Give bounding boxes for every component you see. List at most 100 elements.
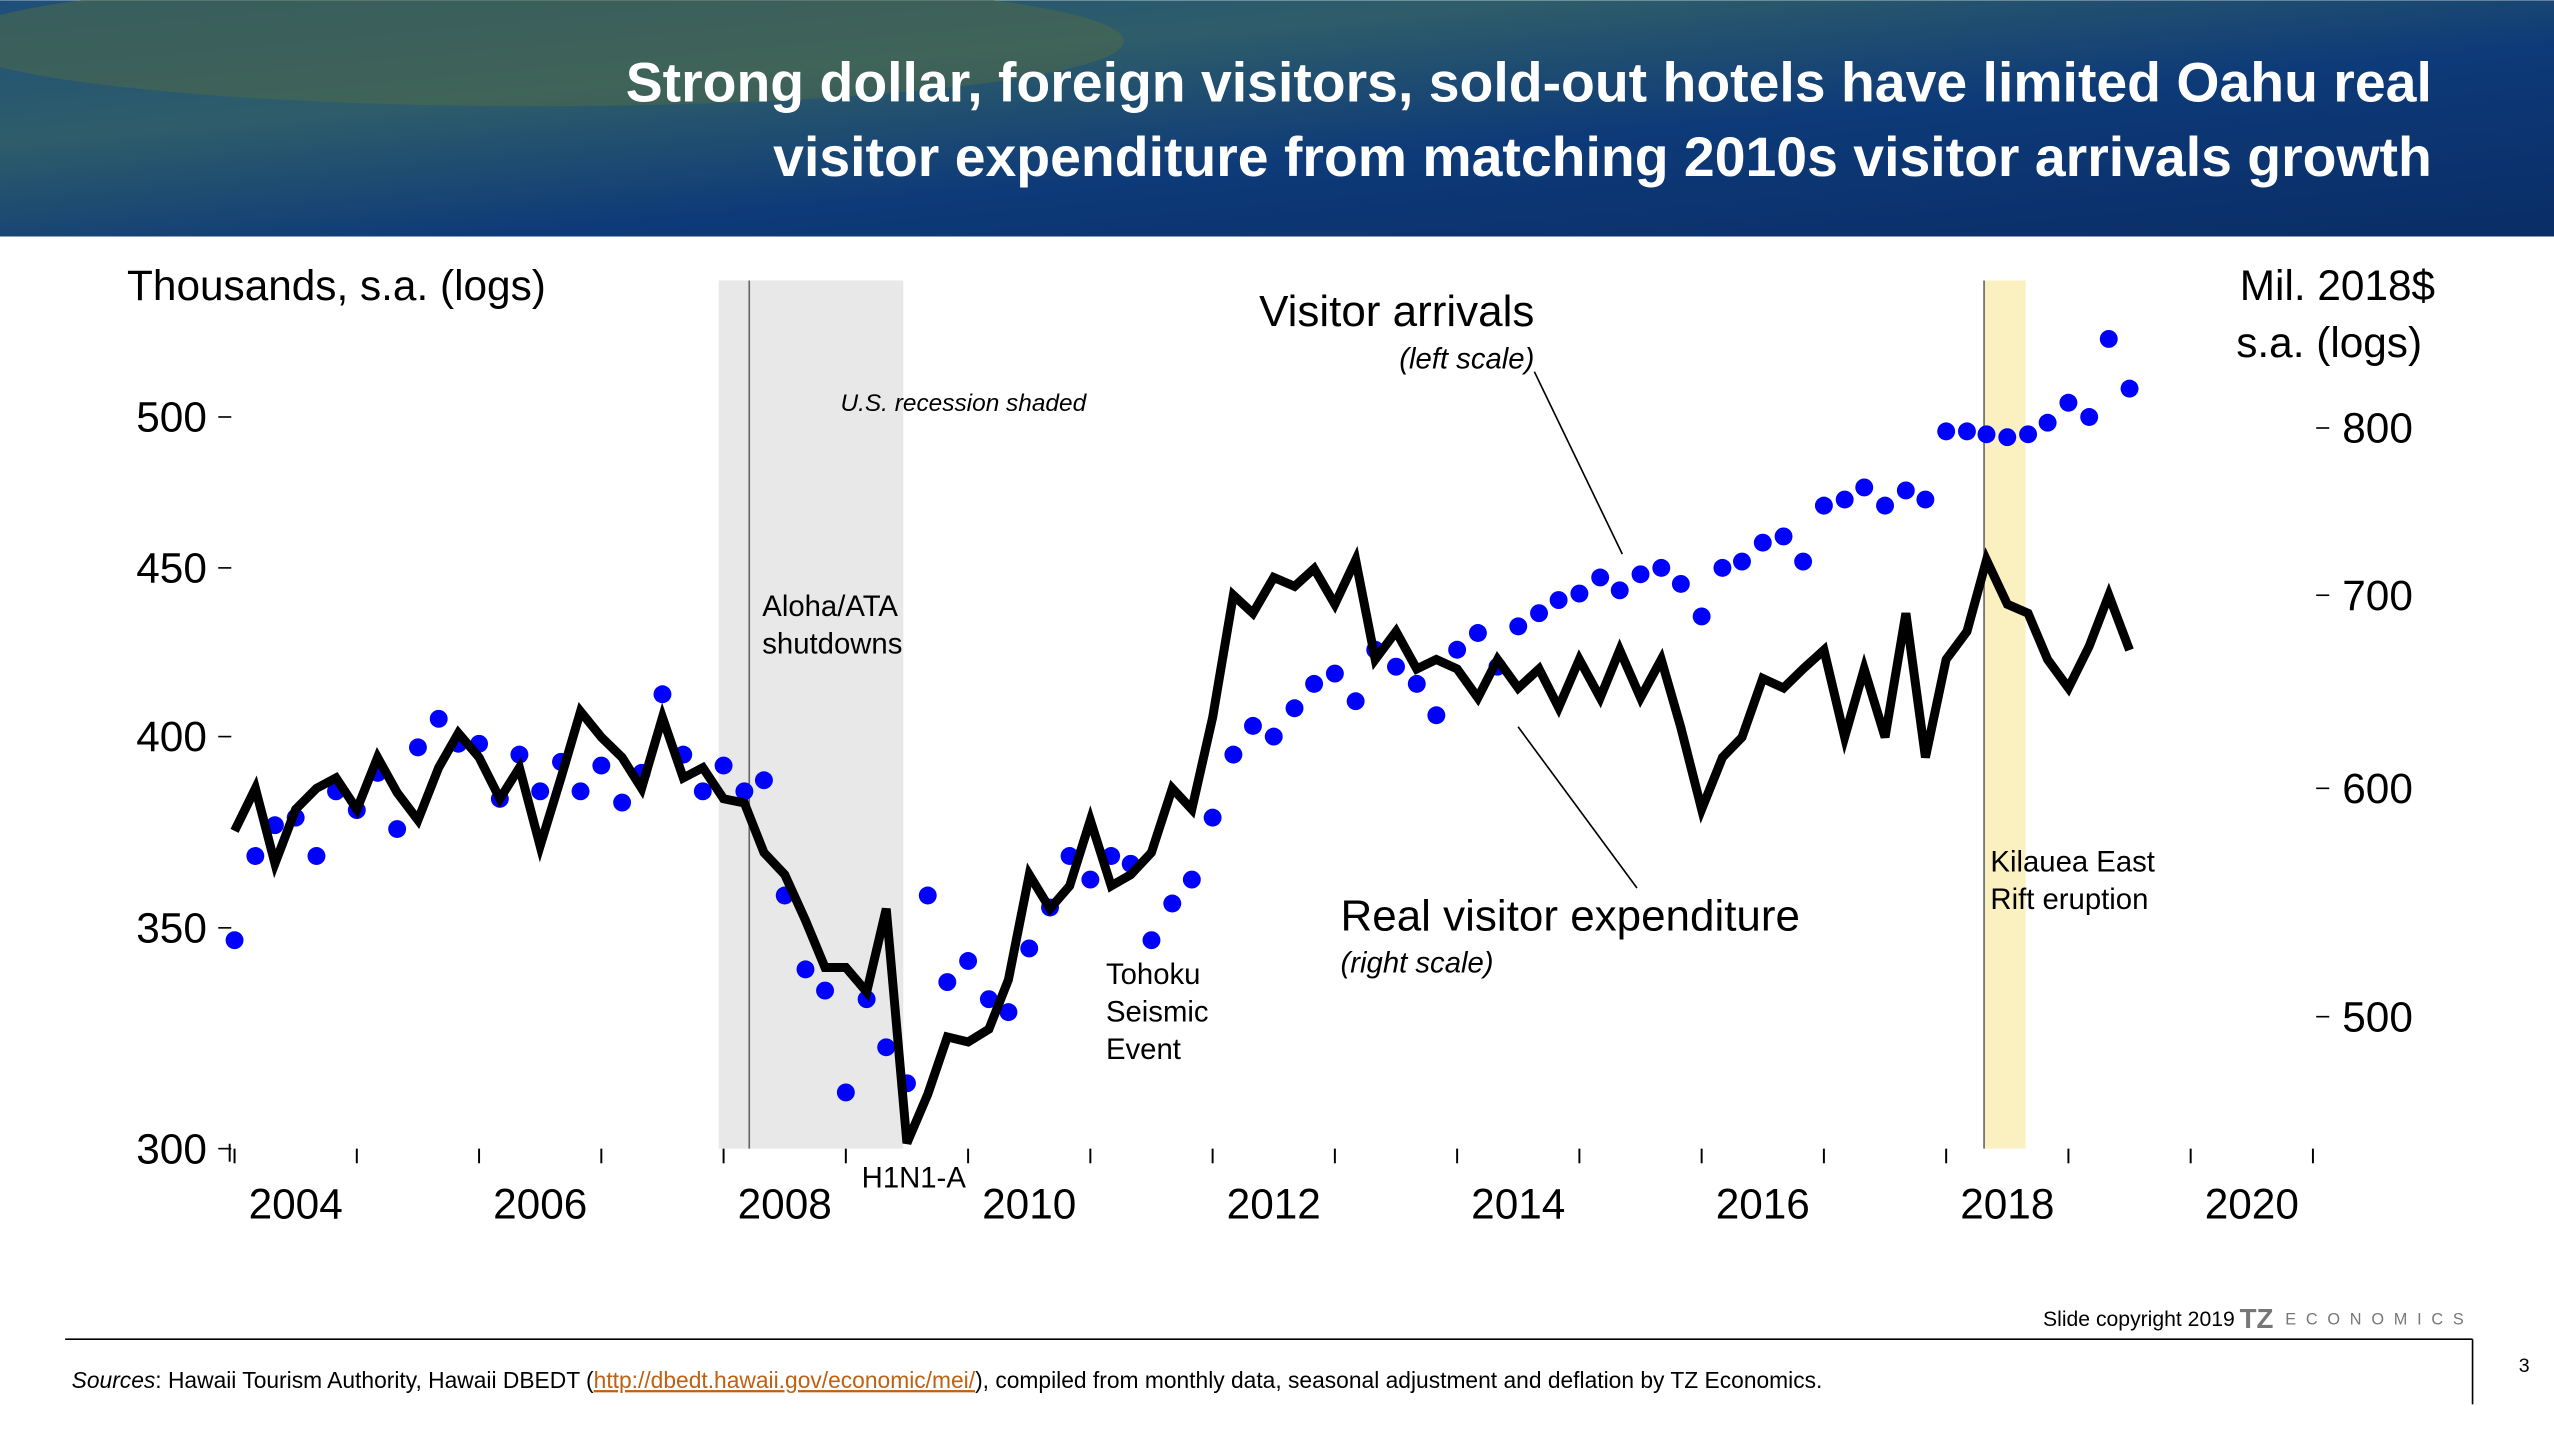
series-label: Real visitor expenditure [1341,891,1800,940]
arrival-dot [1305,674,1324,693]
island [0,0,1124,107]
y-tick-label: 450 [136,545,207,592]
arrival-dot [1753,533,1772,552]
arrival-dot [1020,939,1039,958]
logo-sub: ECONOMICS [2285,1311,2473,1329]
x-tick-label: 2018 [1960,1181,2054,1228]
arrival-dot [1142,931,1161,950]
arrival-dot [1794,552,1813,571]
sources-link[interactable]: http://dbedt.hawaii.gov/economic/mei/ [594,1367,976,1393]
arrival-dot [1896,481,1915,500]
arrival-dot [1346,692,1365,711]
arrival-dot [2019,425,2038,444]
arrival-dot [693,782,712,801]
page-number: 3 [2519,1355,2530,1377]
arrival-dot [1224,745,1243,764]
x-tick-label: 2004 [249,1181,343,1228]
y2-axis-title: s.a. (logs) [2236,319,2422,366]
plot: U.S. recession shaded Aloha/ATA shutdowns K… [136,280,2413,1228]
arrival-dot [225,931,244,950]
x-tick-label: 2014 [1471,1181,1565,1228]
arrival-dot [1774,527,1793,546]
arrival-dot [571,782,590,801]
arrival-dot [1325,664,1344,683]
arrival-dot [918,886,937,905]
region-label: U.S. recession shaded [840,390,1087,417]
arrival-dot [1264,727,1283,746]
annotation: shutdowns [762,627,902,660]
arrival-dot [1652,558,1671,577]
title-line: Strong dollar, foreign visitors, sold-ou… [626,51,2432,113]
annotation: Tohoku [1106,958,1200,991]
arrival-dot [836,1083,855,1102]
arrival-dot [1733,552,1751,571]
x-tick-label: 2012 [1227,1181,1321,1228]
arrival-dot [1977,425,1996,444]
arrival-dot [1285,699,1304,718]
arrival-dot [979,990,998,1009]
y2-tick-label: 500 [2342,993,2413,1040]
arrival-dot [653,685,672,704]
arrival-dot [938,973,957,992]
arrival-dot [1182,870,1201,889]
annotation: H1N1-A [862,1162,967,1195]
y-axis-title: Thousands, s.a. (logs) [127,262,546,309]
y2-tick-label: 800 [2342,405,2413,452]
arrival-dot [408,738,427,757]
callout [1533,371,1624,555]
arrival-dot [1692,607,1711,626]
y2-tick-label: 700 [2342,572,2413,619]
arrival-dot [714,756,733,775]
arrival-dot [1814,496,1833,515]
x-tick-label: 2020 [2205,1181,2299,1228]
arrival-dot [307,847,326,865]
arrival-dot [1610,581,1629,600]
arrival-dot [754,771,773,790]
arrival-dot [1835,490,1854,509]
arrival-dot [1591,568,1610,587]
arrival-dot [1427,706,1446,725]
arrival-dot [1203,808,1222,827]
annotation: Event [1106,1033,1181,1066]
arrival-dot [1509,617,1528,636]
sources: Sources: Hawaii Tourism Authority, Hawai… [72,1367,1823,1393]
y-tick-label: 350 [136,905,207,952]
sources-label: Sources [72,1367,156,1393]
arrival-dot [2059,393,2078,412]
annotation: Rift eruption [1990,883,2148,916]
arrival-dot [959,952,978,970]
series-sublabel: (left scale) [1399,342,1534,375]
arrival-dot [1855,478,1874,497]
arrival-dot [1916,490,1935,509]
arrival-dot [1530,604,1549,623]
shaded-region [1984,280,2026,1149]
copyright: Slide copyright 2019 [2043,1308,2235,1331]
x-tick-label: 2008 [738,1181,832,1228]
arrival-dot [816,981,835,1000]
arrival-dot [1998,428,2017,447]
arrival-dot [1713,558,1732,577]
arrival-dot [1387,657,1405,676]
arrival-dot [1957,422,1976,441]
arrival-dot [2099,329,2118,348]
title-line: visitor expenditure from matching 2010s … [773,126,2432,188]
arrival-dot [592,756,611,775]
arrival-dot [1549,591,1568,610]
arrival-dot [1937,422,1956,441]
x-tick-label: 2006 [493,1181,587,1228]
arrival-dot [1244,716,1262,735]
x-tick-label: 2016 [1716,1181,1810,1228]
arrival-dot [1570,584,1589,603]
arrival-dot [857,990,876,1009]
arrival-dot [531,782,550,801]
y-tick-label: 400 [136,713,207,760]
arrival-dot [1671,574,1690,593]
arrival-dot [1407,674,1426,693]
annotation: Kilauea East [1990,846,2155,879]
arrival-dot [796,960,815,979]
arrival-dot [1468,624,1487,642]
arrival-dot [510,745,529,764]
y2-tick-label: 600 [2342,765,2413,812]
arrival-dot [388,820,407,838]
